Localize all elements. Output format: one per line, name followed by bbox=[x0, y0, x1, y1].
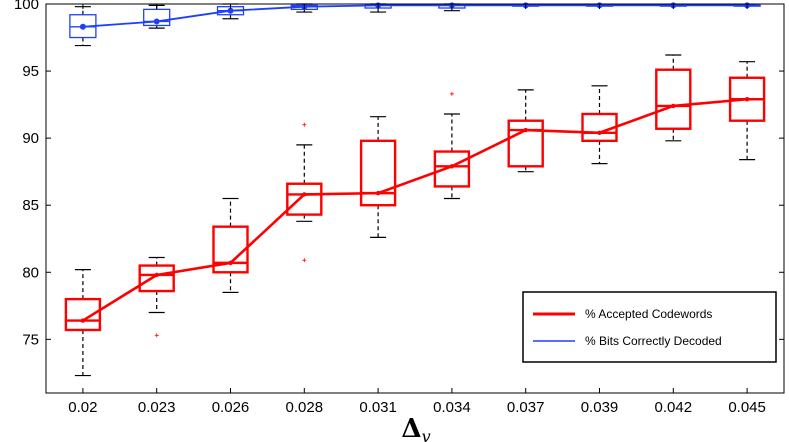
box-iqr bbox=[212, 225, 249, 274]
box-iqr bbox=[138, 264, 175, 293]
box-accepted bbox=[728, 61, 766, 161]
y-tick-label: 100 bbox=[14, 0, 39, 13]
box-iqr bbox=[655, 68, 692, 130]
median-marker-accepted bbox=[375, 190, 381, 196]
box-iqr bbox=[64, 297, 102, 332]
box-accepted bbox=[655, 54, 692, 142]
median-marker-bits bbox=[227, 7, 234, 14]
box-iqr bbox=[286, 182, 323, 216]
median-marker-accepted bbox=[228, 260, 233, 266]
legend-box bbox=[522, 291, 777, 363]
x-tick-label: 0.023 bbox=[138, 399, 176, 416]
box-iqr bbox=[359, 139, 397, 207]
series-line-accepted bbox=[82, 97, 748, 322]
series-line-bits bbox=[82, 4, 748, 28]
box-accepted bbox=[433, 91, 471, 200]
x-axis-label: Δv bbox=[401, 414, 430, 442]
axes-frame bbox=[45, 3, 785, 394]
x-tick-label: 0.026 bbox=[212, 399, 250, 416]
y-tick-label: 85 bbox=[22, 197, 39, 214]
median-marker-accepted bbox=[302, 192, 307, 197]
y-tick-label: 75 bbox=[22, 331, 39, 348]
median-marker-bits bbox=[153, 18, 160, 25]
box-accepted bbox=[359, 116, 397, 238]
median-marker-accepted bbox=[671, 103, 676, 109]
legend-label-accepted: % Accepted Codewords bbox=[585, 307, 712, 321]
box-iqr bbox=[143, 8, 171, 27]
x-tick-label: 0.039 bbox=[581, 399, 619, 416]
median-marker-bits bbox=[79, 23, 86, 30]
box-iqr bbox=[507, 119, 544, 168]
median-marker-accepted bbox=[523, 127, 528, 133]
x-axis-label-subscript: v bbox=[422, 427, 431, 442]
box-accepted bbox=[138, 256, 175, 338]
legend-label-bits: % Bits Correctly Decoded bbox=[585, 334, 722, 348]
x-tick-label: 0.031 bbox=[359, 399, 397, 416]
box-accepted bbox=[581, 85, 618, 165]
box-accepted bbox=[212, 197, 249, 293]
x-tick-label: 0.034 bbox=[433, 399, 471, 416]
median-marker-accepted bbox=[744, 97, 750, 102]
median-marker-accepted bbox=[597, 130, 602, 135]
x-tick-label: 0.042 bbox=[655, 399, 693, 416]
y-tick-label: 90 bbox=[22, 130, 39, 147]
legend: % Accepted Codewords % Bits Correctly De… bbox=[522, 291, 777, 363]
box-iqr bbox=[433, 150, 471, 188]
y-tick-label: 80 bbox=[22, 264, 39, 281]
median-marker-accepted bbox=[154, 272, 159, 278]
median-marker-accepted bbox=[80, 318, 86, 323]
x-tick-label: 0.02 bbox=[68, 399, 97, 416]
axis-ticks: 75 80 85 90 95 100 0.02 0.023 0.026 0.028 0.031 0.0… bbox=[14, 0, 784, 416]
x-tick-label: 0.037 bbox=[507, 399, 545, 416]
y-tick-label: 95 bbox=[22, 63, 39, 80]
x-tick-label: 0.045 bbox=[728, 399, 766, 416]
median-marker-accepted bbox=[449, 164, 455, 169]
x-axis-label-symbol: Δ bbox=[401, 414, 421, 442]
x-tick-label: 0.028 bbox=[286, 399, 324, 416]
